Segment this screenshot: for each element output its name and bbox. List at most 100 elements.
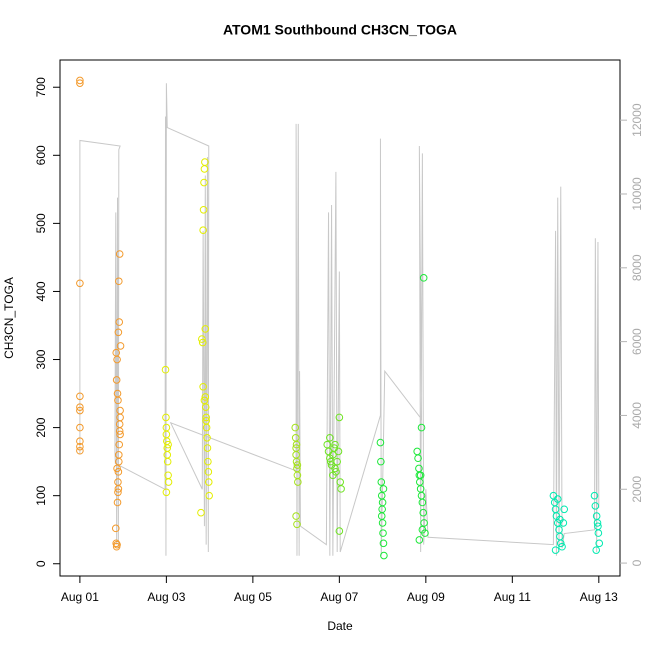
y-axis-label: CH3CN_TOGA (2, 277, 16, 359)
point (198, 338, 207, 347)
point (76, 403, 84, 411)
point (199, 205, 208, 214)
point (164, 440, 172, 449)
point (418, 498, 427, 507)
point (418, 525, 427, 534)
point (201, 325, 210, 333)
point (204, 468, 213, 476)
point (76, 442, 84, 451)
chart-title: ATOM1 Southbound CH3CN_TOGA (223, 22, 457, 38)
point (112, 539, 121, 548)
point (379, 485, 388, 493)
point (379, 529, 387, 537)
point (590, 491, 599, 500)
point (200, 178, 208, 187)
point (415, 536, 424, 544)
y2-tick-label: 10000 (630, 177, 644, 211)
point (292, 512, 300, 520)
x-tick-label: Aug 03 (147, 590, 185, 604)
point (114, 488, 122, 497)
point (114, 328, 123, 337)
point (199, 226, 207, 234)
point (419, 508, 428, 517)
point (293, 461, 302, 469)
point (116, 342, 125, 350)
point (202, 413, 210, 422)
point (162, 413, 170, 422)
point (594, 522, 602, 531)
point (378, 498, 387, 507)
y-tick-label: 0 (34, 560, 48, 567)
point (413, 447, 421, 456)
point (337, 485, 345, 493)
point (198, 335, 206, 343)
point (331, 440, 339, 449)
point (558, 542, 566, 551)
point (377, 512, 386, 520)
point (379, 539, 388, 548)
point (164, 478, 173, 486)
point (115, 440, 124, 449)
point (291, 423, 300, 432)
point (556, 539, 565, 548)
point (113, 464, 121, 473)
point (114, 396, 122, 405)
point (113, 498, 122, 507)
point (116, 430, 124, 439)
point (76, 392, 84, 401)
x-tick-label: Aug 07 (320, 590, 358, 604)
point (417, 423, 426, 432)
y2-tick-label: 0 (630, 559, 644, 566)
point (114, 468, 123, 476)
point (76, 76, 84, 85)
point (162, 488, 171, 497)
point (200, 396, 209, 405)
altitude-line (79, 83, 600, 556)
point (76, 406, 84, 415)
point (335, 413, 344, 422)
point (115, 250, 124, 258)
point (76, 279, 84, 288)
y-tick-label: 600 (34, 145, 48, 165)
point (415, 478, 424, 486)
point (201, 158, 209, 166)
point (560, 505, 569, 514)
point (76, 79, 84, 87)
point (115, 277, 123, 286)
point (161, 365, 170, 374)
point (331, 464, 339, 473)
point (593, 519, 602, 527)
point (115, 318, 124, 326)
point (294, 478, 302, 486)
x-tick-label: Aug 05 (234, 590, 272, 604)
y-tick-label: 500 (34, 213, 48, 233)
point (116, 406, 124, 415)
point (76, 446, 84, 455)
x-tick-label: Aug 09 (407, 590, 445, 604)
point (113, 355, 121, 364)
y2-tick-label: 6000 (630, 328, 644, 355)
point (204, 457, 212, 466)
point (420, 519, 428, 527)
point (377, 457, 385, 466)
point (335, 527, 344, 535)
point (334, 447, 343, 456)
y-tick-label: 200 (34, 417, 48, 437)
y-tick-label: 100 (34, 485, 48, 505)
point (205, 491, 213, 500)
point (199, 382, 207, 391)
plot-frame (59, 59, 621, 577)
point (114, 485, 123, 493)
point (378, 519, 387, 527)
point (202, 416, 210, 425)
y-tick-label: 400 (34, 281, 48, 301)
y2-tick-label: 8000 (630, 254, 644, 281)
point (112, 376, 121, 384)
y2-tick-label: 2000 (630, 476, 644, 503)
point (197, 508, 205, 517)
point (594, 529, 603, 537)
point (551, 546, 560, 554)
point (419, 274, 428, 282)
point (326, 434, 334, 442)
